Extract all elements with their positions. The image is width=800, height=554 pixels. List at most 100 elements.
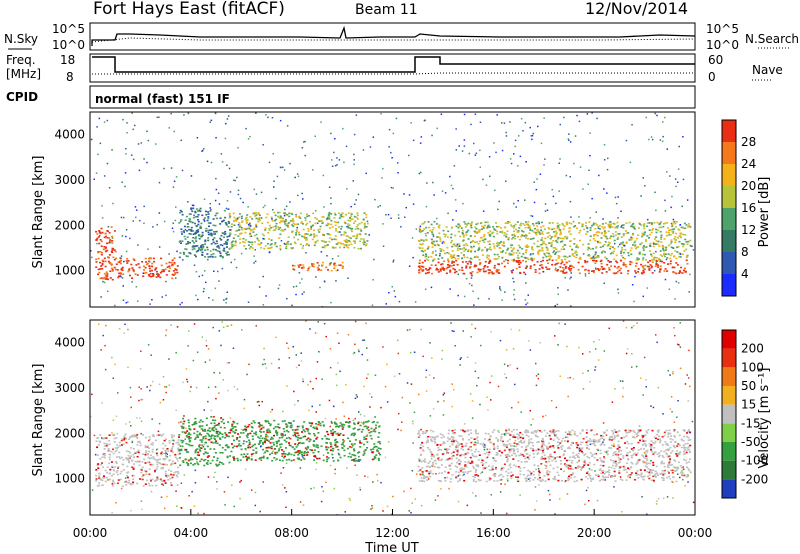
vel-plot-cell [269, 423, 272, 426]
vel-plot-cell [472, 475, 475, 478]
vel-plot-cell [441, 453, 444, 455]
vel-plot-cell [301, 425, 304, 427]
power-plot-cell [525, 249, 528, 251]
power-plot-cell [631, 237, 634, 239]
power-plot-cell [479, 262, 482, 264]
power-plot-cell [510, 246, 513, 249]
power-plot-cell [496, 245, 499, 247]
power-plot-cell [364, 241, 366, 244]
power-plot-cell [659, 139, 662, 141]
vel-plot-cell [665, 452, 668, 455]
power-plot-cell [98, 117, 101, 120]
power-plot-cell [345, 145, 348, 148]
vel-plot-cell [591, 455, 594, 457]
power-plot-cell [548, 234, 551, 237]
vel-plot-cell [455, 444, 458, 447]
vel-plot-cell [378, 440, 381, 443]
power-plot-cell [667, 232, 670, 234]
vel-plot-cell [266, 429, 268, 432]
power-plot-cell [109, 239, 112, 241]
vel-plot-cell [572, 455, 575, 457]
vel-plot-cell [601, 437, 604, 440]
power-plot-cell [303, 235, 306, 238]
power-plot-cell [552, 195, 555, 198]
power-plot-cell [473, 142, 475, 145]
power-plot-cell [339, 246, 341, 249]
power-plot-cell [593, 235, 595, 237]
vel-plot-cell [232, 446, 234, 449]
power-plot-cell [253, 212, 256, 214]
power-plot-cell [135, 286, 138, 288]
power-plot-cell [215, 188, 218, 191]
power-plot-cell [340, 215, 343, 218]
power-plot-cell [197, 223, 200, 226]
power-plot-cell [323, 246, 326, 249]
vel-plot-cell [316, 428, 319, 430]
vel-plot-cell [220, 417, 223, 419]
power-plot-cell [531, 223, 534, 225]
power-plot-cell [277, 215, 279, 218]
vel-plot-cell [627, 467, 629, 470]
power-plot-cell [152, 226, 154, 228]
power-plot-cell [323, 244, 326, 247]
power-plot-cell [212, 253, 215, 255]
power-plot-cell [255, 223, 258, 226]
power-plot-cell [640, 242, 643, 244]
vel-plot-cell [169, 482, 172, 484]
power-plot-cell [290, 212, 293, 215]
colorbar-tick-label: 8 [741, 245, 749, 259]
vel-plot-cell [662, 456, 665, 458]
vel-plot-cell [613, 435, 616, 437]
vel-plot-cell [236, 422, 239, 425]
power-plot-cell [419, 243, 422, 245]
vel-plot-cell [367, 429, 370, 431]
vel-plot-cell [628, 468, 631, 470]
vel-plot-cell [312, 444, 315, 446]
power-plot-cell [564, 255, 567, 258]
power-plot-cell [572, 220, 575, 223]
vel-plot-cell [165, 438, 167, 440]
power-plot-cell [143, 272, 146, 274]
power-plot-cell [279, 244, 282, 247]
vel-plot-cell [350, 459, 353, 461]
power-plot-cell [663, 238, 666, 240]
vel-plot-cell [640, 476, 643, 478]
power-plot-cell [656, 221, 659, 224]
vel-plot-cell [283, 439, 286, 442]
vel-plot-cell [358, 451, 361, 453]
vel-plot-cell [135, 435, 138, 438]
vel-plot-cell [213, 456, 215, 458]
power-plot-cell [676, 251, 679, 253]
power-plot-cell [190, 230, 193, 232]
power-plot-cell [333, 221, 336, 223]
power-plot-cell [132, 269, 135, 271]
power-plot-cell [124, 185, 126, 188]
vel-plot-cell [218, 422, 220, 425]
power-plot-cell [470, 250, 473, 253]
power-plot-cell [644, 264, 647, 267]
vel-plot-cell [354, 439, 357, 441]
power-plot-cell [533, 258, 536, 260]
power-plot-cell [687, 223, 690, 225]
freq-panel: Freq. [MHz] 18 8 60 0 Nave [6, 53, 783, 84]
power-plot-cell [518, 135, 520, 137]
power-plot-cell [548, 222, 551, 224]
power-plot-cell [312, 212, 315, 215]
vel-plot-cell [142, 485, 145, 487]
vel-plot-cell [136, 444, 139, 446]
power-plot-cell [499, 288, 501, 290]
power-plot-cell [663, 222, 665, 225]
vel-plot-cell [669, 446, 672, 449]
vel-plot-cell [203, 464, 206, 467]
power-plot-cell [591, 257, 594, 259]
vel-plot-cell [195, 458, 198, 461]
vel-plot-cell [315, 423, 318, 425]
power-plot-cell [637, 246, 640, 248]
power-plot-cell [210, 234, 213, 236]
vel-plot-cell [202, 430, 205, 432]
power-plot-cell [655, 228, 658, 231]
power-plot-cell [525, 282, 527, 284]
vel-plot-cell [611, 429, 614, 432]
power-plot-cell [345, 244, 348, 246]
